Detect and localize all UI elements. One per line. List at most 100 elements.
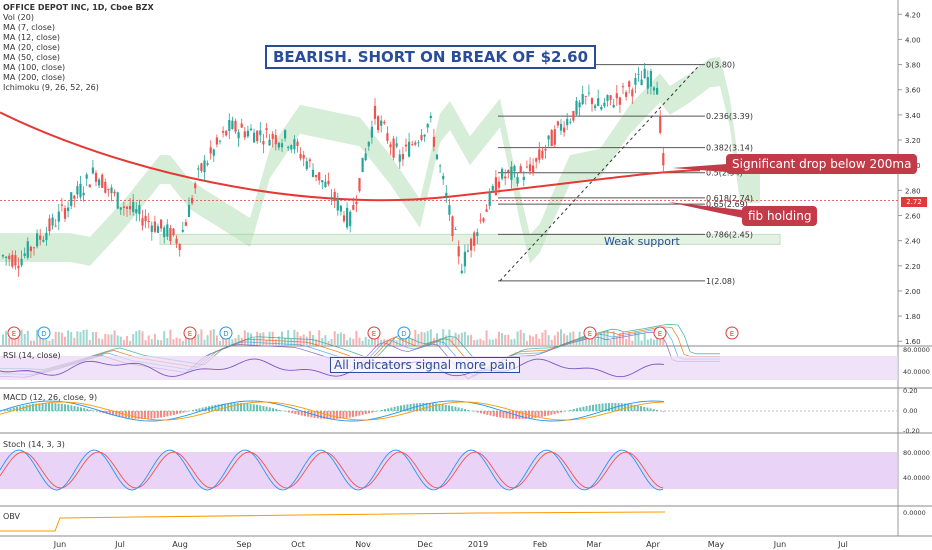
macd-histogram-bar — [348, 411, 351, 418]
candle-body — [246, 130, 249, 137]
macd-histogram-bar — [611, 403, 614, 411]
macd-histogram-bar — [48, 403, 50, 411]
volume-bar — [556, 331, 559, 345]
volume-bar — [290, 338, 293, 345]
macd-histogram-bar — [384, 409, 386, 411]
macd-histogram-bar — [601, 403, 604, 411]
price-tick-label: 3.80 — [905, 62, 921, 70]
candle-body — [200, 163, 203, 172]
drop-callout: Significant drop below 200ma — [726, 154, 918, 174]
candle-body — [1, 255, 5, 257]
candle-body — [39, 235, 42, 240]
candle-body — [482, 218, 485, 222]
macd-histogram-bar — [624, 403, 626, 411]
candle-body — [581, 94, 584, 105]
macd-histogram-bar — [521, 411, 524, 419]
candle-body — [153, 221, 156, 232]
indicator-ma20[interactable]: MA (20, close) — [3, 43, 61, 52]
volume-bar — [553, 335, 556, 345]
macd-histogram-bar — [288, 411, 290, 413]
macd-histogram-bar — [604, 403, 607, 411]
macd-histogram-bar — [444, 404, 447, 411]
candle-body — [429, 115, 432, 119]
fib-label: 0.65(2.69) — [706, 200, 748, 209]
volume-bar — [163, 331, 166, 345]
event-marker-label: E — [658, 330, 662, 338]
event-marker-label: D — [41, 330, 46, 338]
candle-body — [240, 123, 243, 128]
volume-bar — [367, 339, 370, 345]
candle-body — [225, 130, 228, 136]
volume-bar — [175, 337, 178, 345]
x-tick-label: Feb — [533, 540, 547, 549]
stoch-label[interactable]: Stoch (14, 3, 3) — [3, 440, 65, 449]
volume-bar — [482, 340, 485, 345]
rsi-label[interactable]: RSI (14, close) — [3, 351, 61, 360]
candle-body — [54, 225, 57, 227]
macd-histogram-bar — [646, 407, 649, 411]
price-tick-label: 2.60 — [905, 212, 921, 220]
indicator-ma50[interactable]: MA (50, close) — [3, 53, 61, 62]
candle-body — [550, 130, 553, 147]
candle-body — [494, 177, 497, 196]
volume-bar — [476, 339, 479, 345]
volume-bar — [618, 333, 621, 345]
macd-histogram-bar — [44, 403, 47, 411]
volume-bar — [361, 340, 364, 345]
indicator-vol[interactable]: Vol (20) — [3, 13, 34, 22]
candle-body — [355, 201, 358, 205]
volume-bar — [219, 340, 221, 345]
fib-callout-pointer — [668, 202, 743, 218]
candle-body — [395, 143, 398, 147]
volume-bar — [107, 334, 110, 345]
indicator-ma100[interactable]: MA (100, close) — [3, 63, 66, 72]
candle-body — [386, 133, 389, 141]
volume-bar — [622, 332, 624, 345]
x-tick-label: Sep — [236, 540, 251, 549]
candle-body — [79, 183, 82, 198]
macd-label[interactable]: MACD (12, 26, close, 9) — [3, 393, 98, 402]
volume-bar — [212, 329, 215, 345]
indicator-ma200[interactable]: MA (200, close) — [3, 73, 66, 82]
macd-histogram-bar — [316, 411, 319, 419]
x-tick-label: Oct — [291, 540, 305, 549]
macd-histogram-bar — [409, 403, 412, 411]
candle-body — [172, 228, 175, 236]
macd-histogram-bar — [25, 404, 28, 411]
candle-body — [575, 100, 578, 115]
indicator-ma7[interactable]: MA (7, close) — [3, 23, 55, 32]
volume-bar — [488, 339, 491, 345]
macd-histogram-bar — [320, 411, 322, 419]
volume-bar — [510, 339, 513, 345]
indicator-ma12[interactable]: MA (12, close) — [3, 33, 61, 42]
volume-bar — [364, 336, 367, 345]
macd-histogram-bar — [134, 411, 137, 419]
macd-histogram-bar — [131, 411, 134, 419]
candle-body — [315, 174, 318, 178]
volume-bar — [494, 338, 497, 345]
macd-histogram-bar — [201, 407, 204, 411]
macd-histogram-bar — [163, 411, 166, 417]
candle-body — [51, 217, 54, 226]
candle-body — [243, 131, 246, 138]
volume-bar — [470, 334, 473, 345]
obv-label[interactable]: OBV — [3, 512, 21, 521]
candle-body — [646, 77, 649, 89]
macd-histogram-bar — [73, 405, 76, 411]
volume-bar — [529, 335, 531, 345]
macd-histogram-bar — [128, 411, 130, 419]
candle-body — [26, 241, 29, 258]
macd-histogram-bar — [332, 411, 335, 419]
volume-bar — [237, 334, 240, 345]
volume-bar — [609, 339, 612, 345]
volume-bar — [318, 330, 321, 345]
macd-histogram-bar — [323, 411, 326, 419]
macd-histogram-bar — [662, 411, 665, 412]
macd-histogram-bar — [217, 404, 220, 411]
volume-bar — [5, 330, 8, 345]
macd-histogram-bar — [54, 403, 57, 411]
candle-body — [538, 149, 541, 160]
price-tick-label: 2.80 — [905, 187, 921, 195]
indicator-ichimoku[interactable]: Ichimoku (9, 26, 52, 26) — [3, 83, 99, 92]
macd-histogram-bar — [153, 411, 156, 419]
